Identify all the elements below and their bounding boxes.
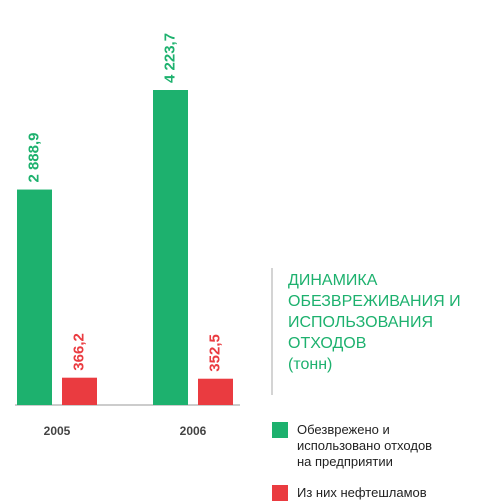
x-tick-label: 2006: [180, 424, 207, 438]
bar: [62, 377, 97, 405]
x-tick-label: 2005: [44, 424, 71, 438]
chart-title: ДИНАМИКА ОБЕЗВРЕЖИВАНИЯ И ИСПОЛЬЗОВАНИЯ …: [288, 272, 461, 352]
title-block: ДИНАМИКА ОБЕЗВРЕЖИВАНИЯ И ИСПОЛЬЗОВАНИЯ …: [288, 270, 478, 375]
value-label: 2 888,9: [25, 133, 42, 183]
value-label: 4 223,7: [161, 33, 178, 83]
chart-subtitle: (тонн): [288, 356, 333, 373]
legend-swatch: [272, 422, 288, 438]
legend-swatch: [272, 485, 288, 501]
value-label: 352,5: [206, 334, 223, 372]
legend-label: Из них нефтешламов: [297, 485, 427, 500]
bar: [153, 90, 188, 405]
value-label: 366,2: [70, 333, 87, 371]
legend-label: Обезврежено и использовано отходов на пр…: [297, 422, 433, 469]
bar: [198, 378, 233, 405]
bar: [17, 189, 52, 405]
